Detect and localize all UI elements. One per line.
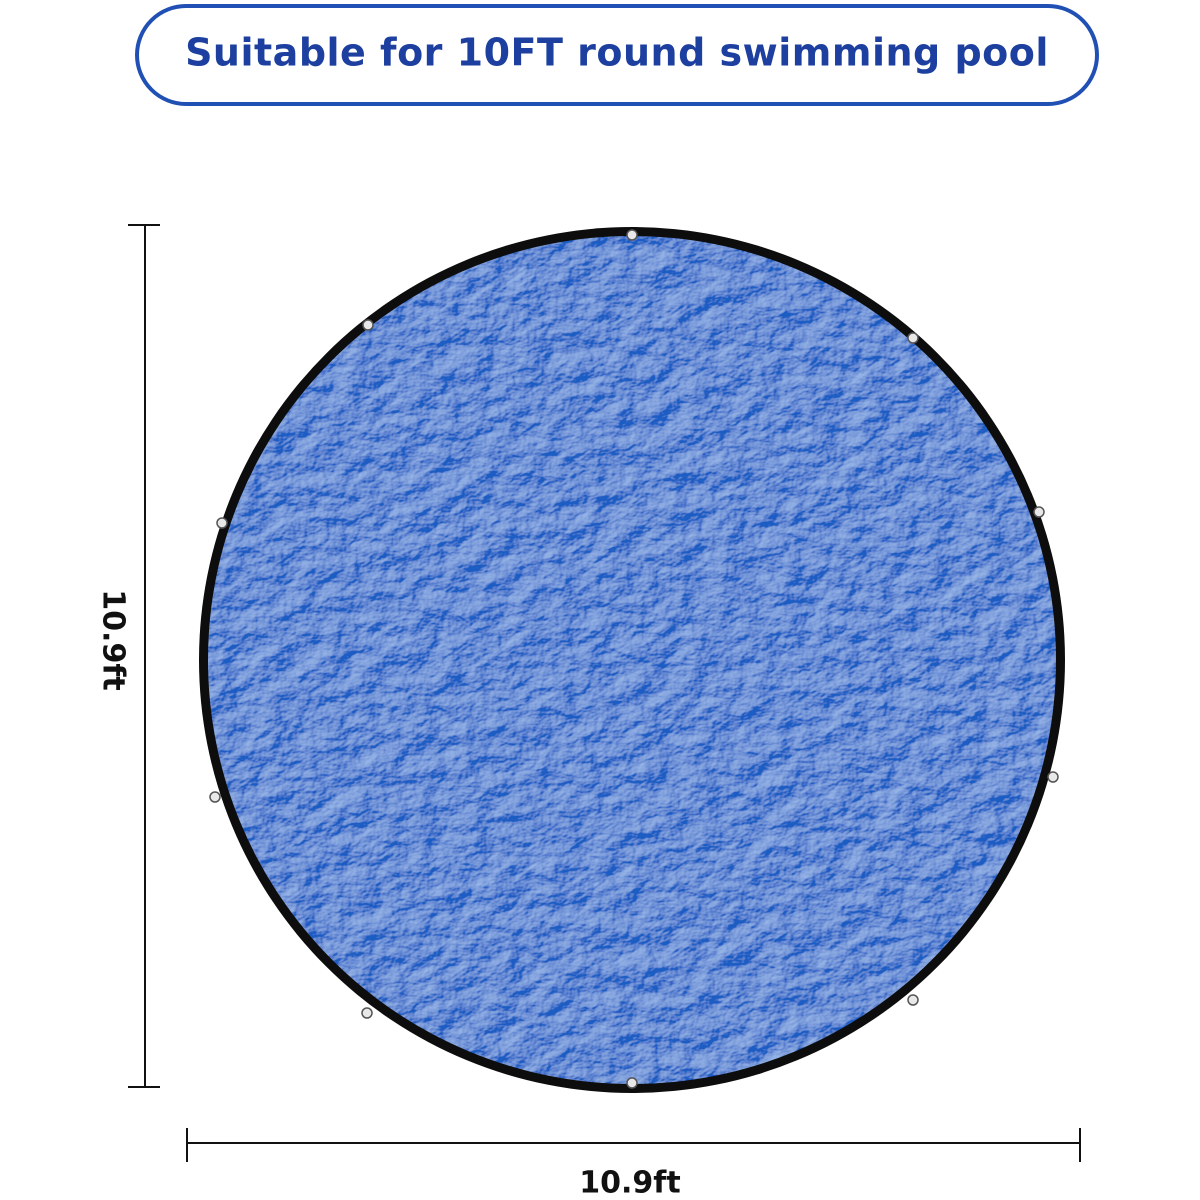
grommet [1033,506,1045,518]
grommet [907,332,919,344]
width-dimension-line [186,1128,1081,1162]
banner-frame [135,4,1099,106]
height-label: 10.9ft [96,589,131,690]
cover-tarp [208,236,1056,1084]
grommet [907,994,919,1006]
grommet [626,229,638,241]
grommet [626,1077,638,1089]
grommet [361,1007,373,1019]
grommet [209,791,221,803]
banner-text: Suitable for 10FT round swimming pool [185,31,1049,75]
grommets [209,229,1059,1089]
height-dimension-line [128,224,160,1088]
width-label: 10.9ft [579,1166,680,1200]
grommet [362,319,374,331]
grommet [1047,771,1059,783]
grommet [216,517,228,529]
tarp-texture [208,236,1056,1084]
